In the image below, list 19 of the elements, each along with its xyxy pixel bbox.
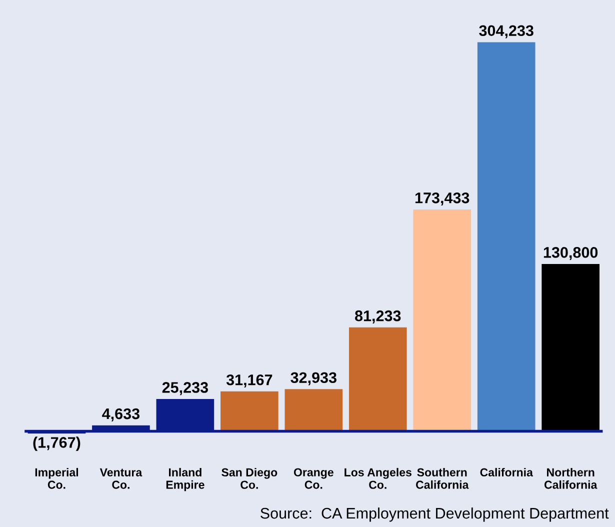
x-tick-label: Orange Co. — [294, 468, 334, 489]
data-label: 4,633 — [102, 408, 140, 422]
x-tick-label: California — [480, 468, 534, 476]
x-tick-label: Inland Empire — [166, 468, 204, 492]
x-tick-label: Los Angeles Co. — [344, 468, 412, 489]
data-label: 173,433 — [415, 192, 470, 206]
data-label: 130,800 — [544, 247, 598, 260]
x-tick-label: Ventura Co. — [100, 468, 142, 489]
data-label: 31,167 — [226, 374, 272, 388]
data-label: 304,233 — [479, 25, 534, 38]
x-tick-label: Southern California — [416, 468, 469, 489]
x-tick-label: San Diego Co. — [222, 468, 278, 489]
x-tick-label: Imperial Co. — [35, 468, 78, 489]
x-tick-label: Northern California — [544, 468, 598, 489]
data-label: 81,233 — [355, 310, 401, 324]
source-note: Source: CA Employment Development Department — [260, 507, 609, 522]
data-label: 25,233 — [162, 382, 208, 396]
data-label: 32,933 — [290, 372, 336, 386]
data-label: (1,767) — [33, 436, 80, 451]
